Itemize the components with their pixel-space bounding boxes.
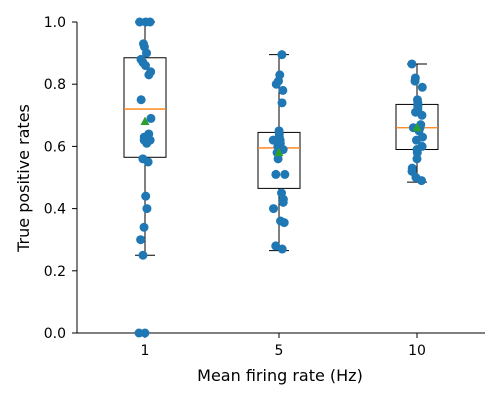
data-point [273, 154, 283, 164]
data-point [144, 70, 154, 80]
data-point [141, 191, 151, 201]
data-point [134, 328, 144, 338]
mean-marker [412, 122, 422, 132]
y-tick-label: 0.2 [44, 264, 66, 280]
data-point [146, 113, 156, 123]
data-point [142, 204, 152, 214]
y-tick-label: 0.8 [44, 77, 66, 93]
y-axis-label: True positive rates [14, 104, 33, 253]
y-tick-label: 0.4 [44, 202, 66, 218]
point-series [134, 17, 427, 338]
x-tick-label: 1 [141, 343, 150, 359]
mean-marker [140, 116, 150, 126]
data-point [277, 50, 287, 60]
data-point [279, 218, 289, 228]
data-point [417, 82, 427, 92]
data-point [417, 110, 427, 120]
data-point [138, 250, 148, 260]
data-point [412, 154, 422, 164]
y-tick-label: 1.0 [44, 15, 66, 31]
data-point [271, 79, 281, 89]
data-point [140, 61, 150, 71]
data-point [407, 59, 417, 69]
y-tick-label: 0.0 [44, 326, 66, 342]
data-point [411, 135, 421, 145]
data-point [136, 95, 146, 105]
x-tick-label: 5 [275, 343, 284, 359]
points-1 [134, 17, 156, 338]
y-axis-ticks: 0.0 0.2 0.4 0.6 0.8 1.0 [44, 15, 77, 342]
data-point [141, 17, 151, 27]
plot-area: 0.00.20.40.60.81.0 1 5 10 [44, 15, 485, 359]
data-point [139, 222, 149, 232]
data-point [271, 169, 281, 179]
data-point [142, 138, 152, 148]
data-point [268, 135, 278, 145]
data-point [143, 157, 153, 167]
x-axis-label: Mean firing rate (Hz) [197, 366, 363, 385]
data-point [142, 48, 152, 58]
data-point [280, 169, 290, 179]
data-point [269, 204, 279, 214]
points-5 [268, 50, 290, 254]
mean-marker [274, 147, 284, 157]
data-point [417, 176, 427, 186]
data-point [278, 197, 288, 207]
data-point [136, 235, 146, 245]
data-point [278, 85, 288, 95]
y-tick-label: 0.6 [44, 139, 66, 155]
data-point [277, 244, 287, 254]
x-axis-ticks: 1 5 10 [141, 333, 426, 359]
x-tick-label: 10 [408, 343, 426, 359]
data-point [277, 98, 287, 108]
data-point [410, 76, 420, 86]
